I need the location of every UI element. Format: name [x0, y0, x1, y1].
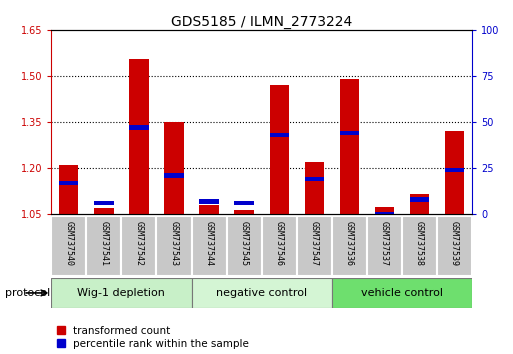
Text: GSM737542: GSM737542: [134, 221, 144, 266]
Bar: [59, 165, 78, 214]
Bar: [340, 131, 359, 136]
Text: GSM737538: GSM737538: [415, 221, 424, 266]
Bar: [445, 131, 464, 214]
Text: GSM737541: GSM737541: [100, 221, 108, 266]
Bar: [374, 212, 394, 217]
Text: vehicle control: vehicle control: [361, 288, 443, 298]
Bar: [374, 206, 394, 214]
Text: GSM737539: GSM737539: [450, 221, 459, 266]
Bar: [437, 216, 472, 276]
Bar: [164, 173, 184, 178]
Bar: [94, 208, 113, 214]
Bar: [305, 177, 324, 182]
Text: GSM737544: GSM737544: [205, 221, 213, 266]
Bar: [122, 216, 156, 276]
Bar: [297, 216, 332, 276]
Legend: transformed count, percentile rank within the sample: transformed count, percentile rank withi…: [56, 326, 249, 349]
Bar: [269, 85, 289, 214]
Bar: [227, 216, 262, 276]
Bar: [86, 216, 122, 276]
Bar: [164, 122, 184, 214]
Text: GSM737537: GSM737537: [380, 221, 389, 266]
Bar: [332, 278, 472, 308]
Text: Wig-1 depletion: Wig-1 depletion: [77, 288, 165, 298]
Bar: [94, 201, 113, 205]
Text: GSM737547: GSM737547: [310, 221, 319, 266]
Bar: [191, 278, 332, 308]
Bar: [200, 205, 219, 214]
Bar: [200, 199, 219, 204]
Text: GSM737546: GSM737546: [274, 221, 284, 266]
Text: GSM737545: GSM737545: [240, 221, 249, 266]
Bar: [402, 216, 437, 276]
Text: GSM737540: GSM737540: [64, 221, 73, 266]
Bar: [191, 216, 227, 276]
Bar: [340, 79, 359, 214]
Text: negative control: negative control: [216, 288, 307, 298]
Bar: [269, 133, 289, 137]
Bar: [305, 162, 324, 214]
Title: GDS5185 / ILMN_2773224: GDS5185 / ILMN_2773224: [171, 15, 352, 29]
Bar: [59, 181, 78, 185]
Bar: [234, 201, 254, 205]
Bar: [51, 278, 191, 308]
Bar: [367, 216, 402, 276]
Bar: [332, 216, 367, 276]
Bar: [51, 216, 86, 276]
Bar: [445, 168, 464, 172]
Bar: [156, 216, 191, 276]
Bar: [129, 125, 149, 130]
Bar: [262, 216, 297, 276]
Bar: [129, 59, 149, 214]
Text: protocol: protocol: [5, 288, 50, 298]
Bar: [410, 197, 429, 202]
Bar: [410, 194, 429, 214]
Text: GSM737543: GSM737543: [169, 221, 179, 266]
Text: GSM737536: GSM737536: [345, 221, 354, 266]
Bar: [234, 210, 254, 214]
